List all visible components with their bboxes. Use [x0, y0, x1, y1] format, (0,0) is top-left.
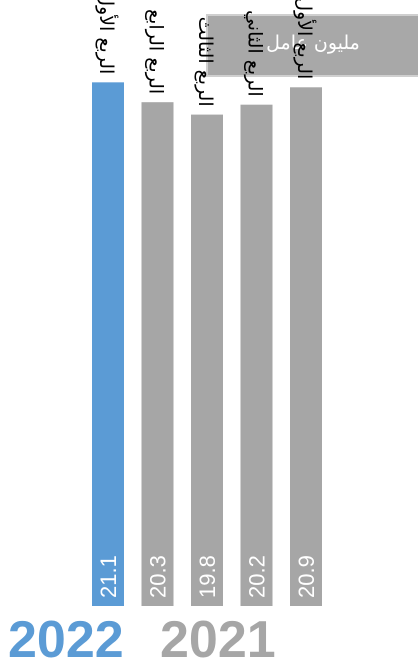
category-label-5: الربع الأول [293, 0, 316, 79]
year-label-2022: 2022 [8, 611, 124, 669]
bar-chart: 21.1 الربع الأول 20.3 الربع الرابع 19.8 الربع… [92, 0, 322, 607]
category-label-1: الربع الأول [95, 0, 118, 74]
bar-2 [141, 102, 174, 606]
value-label-3: 19.8 [195, 555, 220, 598]
bar-3 [191, 114, 223, 606]
value-label-1: 21.1 [96, 555, 121, 598]
category-label-2: الربع الرابع [145, 9, 167, 94]
value-label-2: 20.3 [146, 555, 171, 598]
category-label-3: الربع الثالث [194, 17, 216, 107]
bar-5 [290, 87, 322, 607]
bar-4 [240, 104, 273, 606]
value-label-5: 20.9 [294, 555, 319, 598]
category-label-4: الربع الثاني [244, 10, 266, 97]
year-label-2021: 2021 [160, 611, 276, 669]
bar-1 [92, 82, 124, 606]
value-label-4: 20.2 [245, 555, 270, 598]
unit-box: مليون عامل [206, 14, 418, 77]
unit-label: مليون عامل [266, 32, 360, 54]
